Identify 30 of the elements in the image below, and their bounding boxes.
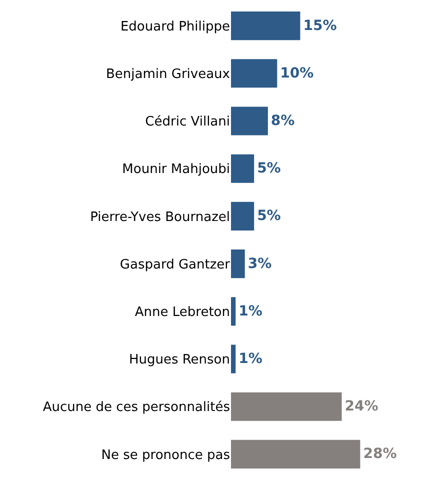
y-tick-label: Benjamin Griveaux [106, 66, 230, 82]
data-label: 1% [238, 351, 262, 367]
bar [231, 12, 300, 40]
bar [231, 297, 236, 326]
bar [231, 250, 245, 278]
bar [231, 154, 254, 183]
bar [231, 344, 236, 374]
data-label: 3% [248, 256, 272, 272]
data-label: 28% [363, 446, 397, 462]
data-label: 15% [303, 18, 337, 34]
y-tick-label: Edouard Philippe [120, 19, 230, 34]
bar [231, 59, 278, 88]
data-label: 5% [257, 160, 281, 177]
bar [231, 106, 268, 136]
data-label: 24% [344, 398, 378, 415]
bar [231, 440, 360, 468]
data-label: 10% [280, 65, 314, 82]
y-tick-label: Pierre-Yves Bournazel [90, 210, 230, 225]
y-tick-label: Mounir Mahjoubi [122, 162, 230, 178]
y-tick-label: Ne se prononce pas [101, 448, 230, 463]
y-tick-label: Gaspard Gantzer [120, 257, 231, 272]
data-label: 1% [238, 303, 262, 320]
bar [231, 392, 342, 421]
data-label: 5% [257, 208, 281, 224]
y-tick-label: Cédric Villani [145, 114, 230, 130]
y-tick-label: Anne Lebreton [134, 304, 230, 320]
y-tick-label: Aucune de ces personnalités [42, 400, 230, 416]
y-tick-label: Hugues Renson [128, 352, 230, 368]
data-label: 8% [270, 113, 295, 129]
bar [231, 202, 254, 230]
